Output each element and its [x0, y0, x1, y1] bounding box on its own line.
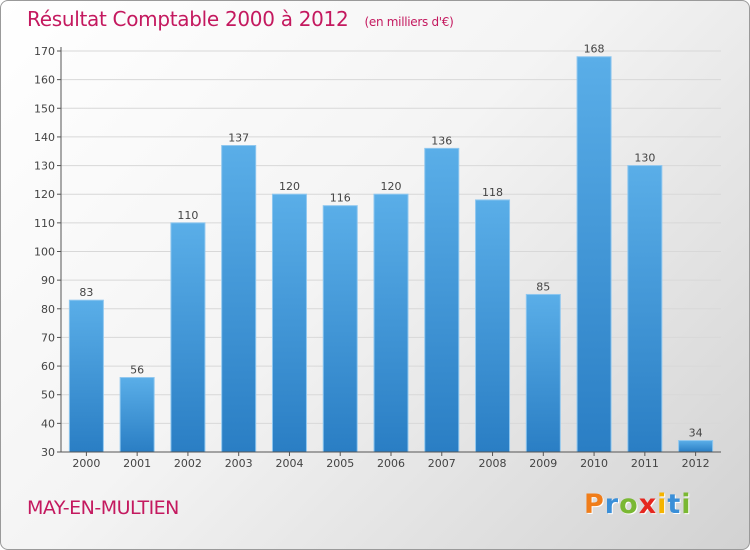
y-tick-label: 40: [41, 417, 55, 430]
chart-subtitle: (en milliers d'€): [364, 15, 454, 29]
town-name: MAY-EN-MULTIEN: [27, 497, 179, 519]
logo-letter: r: [604, 489, 620, 520]
data-label: 137: [228, 132, 249, 145]
x-tick-label: 2009: [529, 457, 557, 470]
x-tick-label: 2006: [377, 457, 405, 470]
y-tick-label: 60: [41, 360, 55, 373]
x-tick-label: 2000: [72, 457, 100, 470]
bar: [322, 205, 358, 453]
bar: [627, 165, 663, 453]
logo-letter: P: [584, 489, 605, 520]
y-tick-label: 160: [34, 74, 55, 87]
x-tick-label: 2008: [479, 457, 507, 470]
logo-letter: o: [619, 489, 639, 520]
logo-letter: i: [657, 489, 668, 520]
x-tick-label: 2001: [123, 457, 151, 470]
axes: [57, 47, 721, 456]
data-label: 136: [431, 134, 452, 147]
logo-letter: i: [681, 489, 692, 520]
bars: [68, 56, 714, 453]
y-tick-label: 170: [34, 45, 55, 58]
x-tick-label: 2004: [275, 457, 303, 470]
bar: [576, 56, 612, 453]
bar: [678, 440, 714, 453]
logo-letter: x: [638, 489, 658, 520]
data-label: 130: [634, 152, 655, 165]
data-label: 118: [482, 186, 503, 199]
y-tick-label: 150: [34, 102, 55, 115]
x-tick-label: 2012: [682, 457, 710, 470]
bar: [221, 145, 257, 453]
bar: [271, 193, 307, 453]
labels: 30 40 50 60 70 80 90 100 110 120 130 140 150 160 170 83…: [34, 43, 710, 470]
y-tick-label: 30: [41, 446, 55, 459]
bar: [170, 222, 206, 453]
data-label: 120: [279, 180, 300, 193]
data-label: 116: [330, 192, 351, 205]
chart-title: Résultat Comptable 2000 à 2012 (en milli…: [27, 7, 454, 31]
data-label: 85: [536, 280, 550, 293]
data-label: 56: [130, 364, 144, 377]
y-tick-label: 90: [41, 274, 55, 287]
y-tick-label: 110: [34, 217, 55, 230]
x-tick-label: 2005: [326, 457, 354, 470]
data-label: 120: [381, 180, 402, 193]
x-tick-label: 2003: [225, 457, 253, 470]
y-tick-label: 120: [34, 188, 55, 201]
y-tick-label: 70: [41, 331, 55, 344]
y-tick-label: 80: [41, 303, 55, 316]
y-tick-label: 130: [34, 160, 55, 173]
data-label: 83: [79, 286, 93, 299]
data-label: 168: [584, 43, 605, 56]
data-label: 34: [689, 427, 703, 440]
bar: [119, 377, 155, 453]
y-tick-label: 140: [34, 131, 55, 144]
x-tick-label: 2007: [428, 457, 456, 470]
proxiti-logo: Proxiti: [584, 489, 692, 520]
bar: [424, 147, 460, 453]
x-tick-label: 2002: [174, 457, 202, 470]
x-tick-label: 2010: [580, 457, 608, 470]
bar: [68, 299, 104, 453]
bar: [475, 199, 511, 453]
logo-letter: t: [667, 489, 682, 520]
y-tick-label: 100: [34, 246, 55, 259]
data-label: 110: [177, 209, 198, 222]
bar: [525, 293, 561, 453]
x-tick-label: 2011: [631, 457, 659, 470]
y-tick-label: 50: [41, 389, 55, 402]
bar: [373, 193, 409, 453]
chart-title-text: Résultat Comptable 2000 à 2012: [27, 7, 349, 31]
